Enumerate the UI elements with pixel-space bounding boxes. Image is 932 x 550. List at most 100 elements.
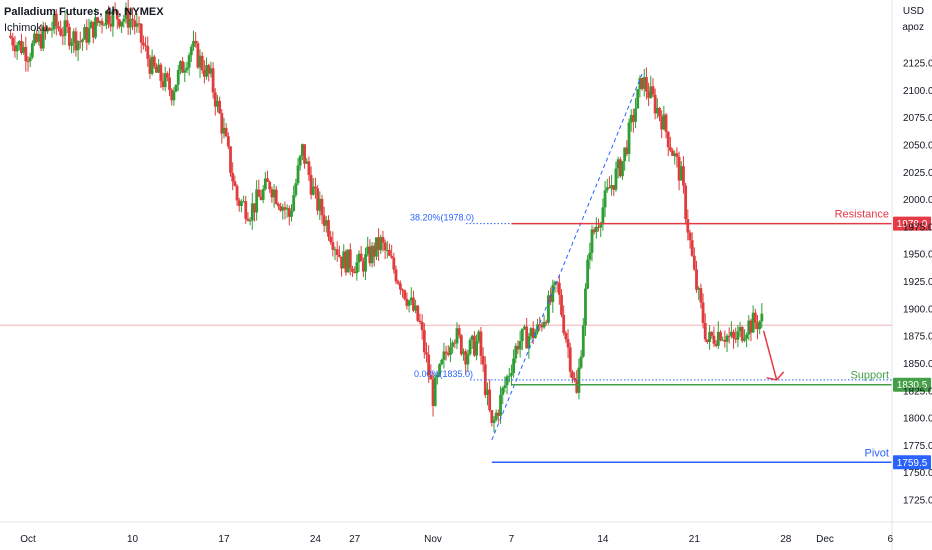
candle-bullish (281, 207, 285, 211)
candle-bullish (176, 69, 180, 85)
candle-bearish (531, 328, 535, 339)
candle-bullish (745, 334, 749, 339)
candle-bearish (540, 324, 544, 328)
candle-bearish (270, 189, 274, 198)
candle-bearish (690, 240, 694, 256)
candle-bullish (627, 122, 631, 155)
price-axis[interactable]: 1978.0 1830.5 1759.5 1725.0 1750.0 1775.0 1800… (891, 0, 932, 550)
candle-bearish (131, 18, 134, 21)
candle-bullish (642, 77, 646, 89)
candle-bearish (753, 312, 757, 323)
candle-bullish (104, 10, 108, 25)
candle-bearish (664, 114, 668, 132)
candle-bullish (492, 419, 496, 423)
candle-bearish (372, 245, 376, 257)
candle-bullish (697, 288, 701, 290)
candle-bearish (618, 159, 622, 177)
candle-bullish (333, 249, 337, 251)
candle-bullish (305, 161, 309, 164)
candle-bullish (527, 336, 531, 349)
candle-bearish (54, 13, 58, 27)
candle-bullish (296, 165, 300, 184)
candle-bullish (743, 338, 746, 341)
candle-bullish (512, 358, 516, 374)
candle-bullish (102, 24, 106, 26)
candle-bullish (438, 364, 441, 375)
candle-bearish (344, 251, 348, 273)
fib-trend-line[interactable] (491, 73, 643, 441)
candle-bearish (568, 347, 572, 372)
candle-bearish (695, 269, 698, 290)
candle-bearish (699, 288, 703, 303)
price-tick-label: 2125.0 (903, 59, 932, 70)
candle-bullish (503, 385, 507, 388)
candle-bullish (30, 43, 34, 58)
candle-bearish (555, 281, 559, 283)
candle-bearish (194, 40, 198, 44)
time-axis[interactable]: Oct 10 17 24 27 Nov 7 14 21 28 Dec 6 (0, 521, 932, 545)
candle-bearish (329, 236, 333, 243)
candle-bearish (688, 232, 692, 241)
candle-bullish (174, 84, 178, 92)
candle-bullish (209, 68, 213, 74)
candle-bearish (126, 8, 130, 28)
candle-bearish (196, 43, 200, 68)
projection-arrow[interactable] (762, 330, 778, 381)
candle-bearish (427, 354, 431, 376)
candle-bearish (453, 342, 457, 344)
candle-bullish (318, 198, 322, 211)
price-tick-label: 1950.0 (903, 250, 932, 261)
time-tick-label: Dec (816, 534, 834, 545)
candle-bearish (608, 187, 611, 189)
candle-bullish (433, 377, 437, 406)
candle-bearish (549, 295, 553, 303)
price-tick-label: 1925.0 (903, 277, 932, 288)
candle-bullish (507, 375, 511, 377)
candle-bearish (257, 189, 261, 197)
scale-mode-label[interactable]: apoz (902, 22, 924, 33)
candle-bearish (653, 94, 657, 114)
candle-bullish (294, 183, 298, 196)
candle-bearish (431, 379, 435, 406)
candle-bullish (242, 201, 245, 203)
candle-bearish (113, 9, 117, 11)
candle-bearish (381, 237, 385, 243)
candle-bearish (309, 175, 313, 195)
price-tick-label: 2100.0 (903, 86, 932, 97)
candle-bearish (74, 31, 78, 51)
candle-bearish (677, 156, 681, 181)
candle-bullish (285, 208, 289, 210)
candle-bullish (187, 55, 191, 68)
candle-bullish (375, 237, 378, 257)
candle-bullish (205, 65, 208, 77)
candle-bearish (24, 46, 28, 62)
candle-bearish (233, 181, 237, 186)
candle-bearish (152, 56, 156, 67)
candle-bearish (592, 229, 596, 233)
candle-bearish (65, 20, 69, 28)
candle-bearish (148, 58, 152, 74)
candle-bullish (590, 229, 594, 253)
candle-bullish (216, 100, 219, 107)
candle-bullish (76, 41, 80, 51)
candle-bearish (675, 153, 679, 157)
candle-bullish (300, 144, 304, 156)
candle-bullish (70, 42, 73, 46)
candle-bearish (44, 26, 47, 32)
candle-bearish (544, 321, 548, 323)
candle-bullish (98, 20, 102, 24)
candle-bearish (139, 23, 143, 43)
indicator-legend[interactable]: Ichimoku (4, 22, 49, 34)
plot-area[interactable] (0, 0, 892, 518)
candle-bearish (26, 61, 30, 63)
candle-bearish (420, 321, 424, 331)
price-tick-label: 1825.0 (903, 386, 932, 397)
candle-bullish (636, 89, 640, 109)
candle-bullish (616, 159, 620, 169)
candle-bullish (501, 387, 505, 395)
candle-bearish (422, 330, 426, 353)
price-levels: 38.20%(1978.0) 0.00%(1835.0) Resistance Sup… (410, 73, 892, 464)
candle-bearish (259, 196, 263, 200)
candle-bearish (348, 249, 352, 269)
